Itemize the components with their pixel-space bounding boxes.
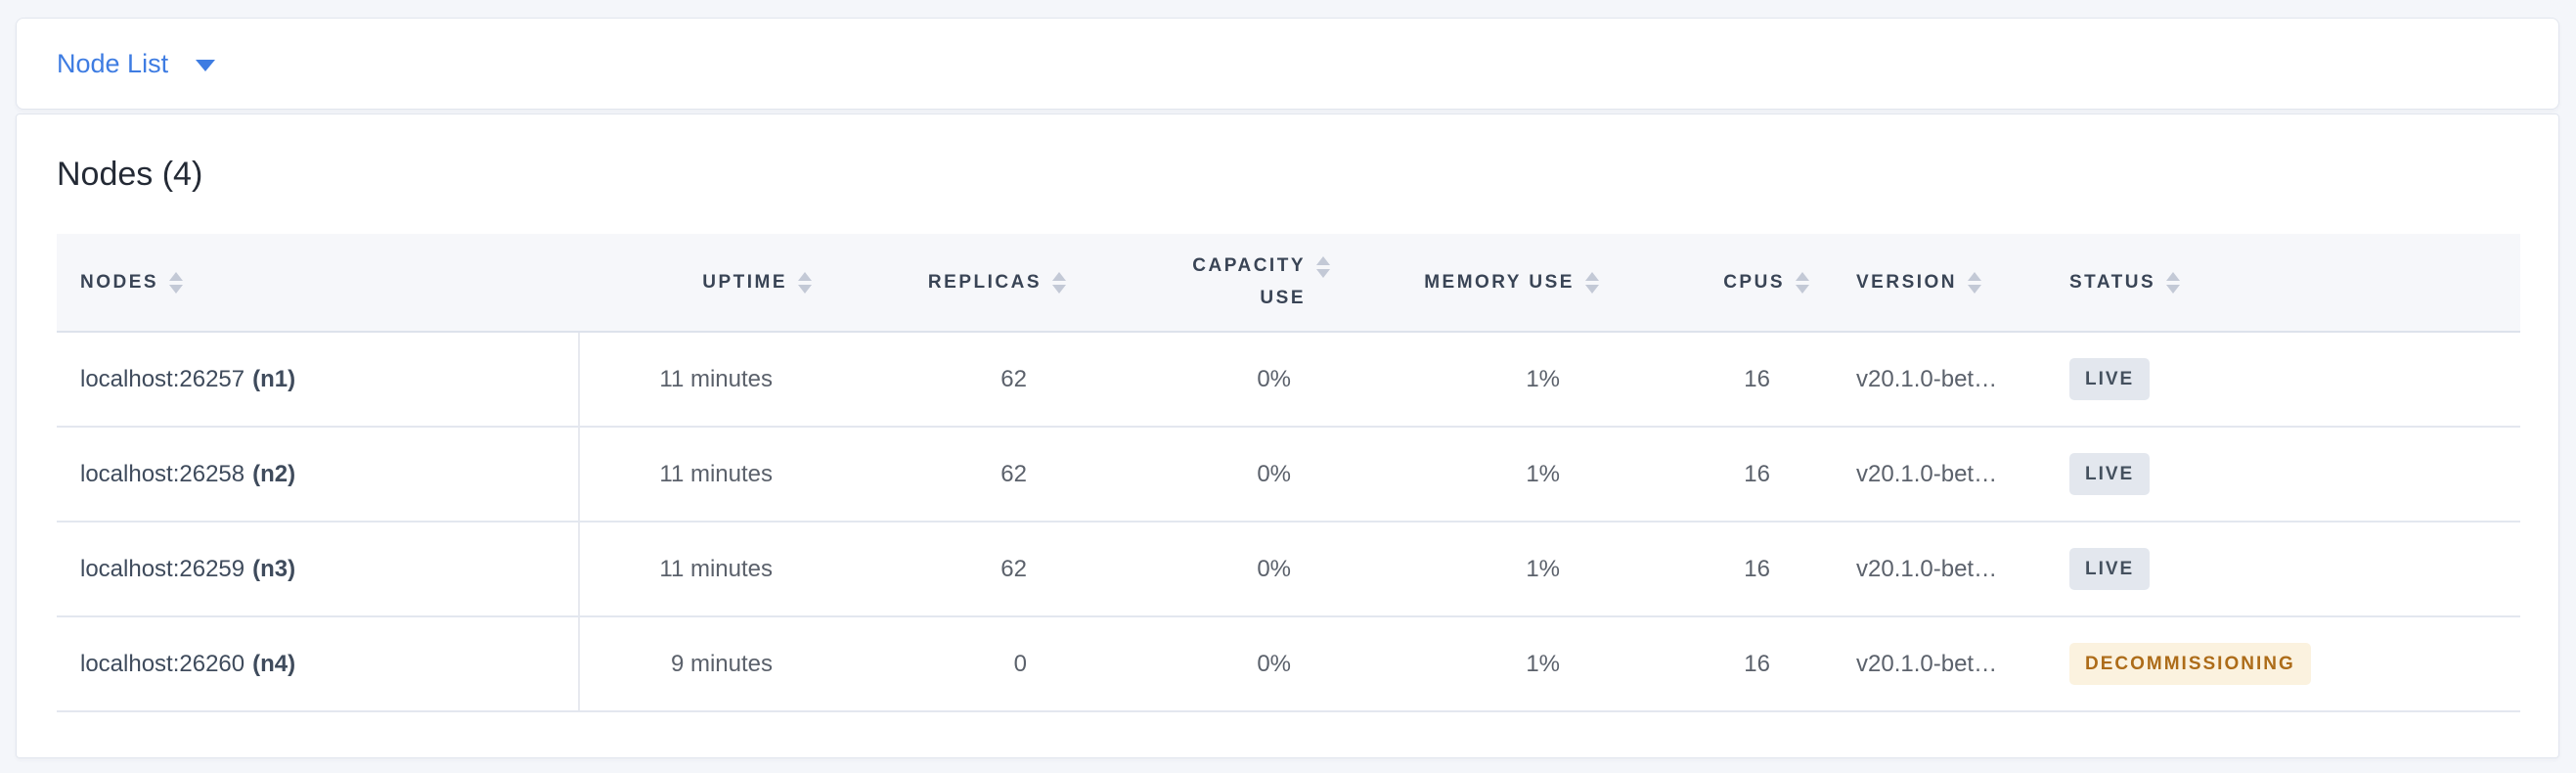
status-cell: Live bbox=[2040, 427, 2520, 523]
table-header-row: Nodes Uptime Replicas bbox=[57, 234, 2520, 333]
column-header-status[interactable]: Status bbox=[2040, 234, 2520, 333]
column-header-replicas[interactable]: Replicas bbox=[827, 234, 1082, 333]
node-address-cell: localhost:26257 (n1) bbox=[57, 332, 580, 428]
replicas-cell: 0 bbox=[827, 616, 1082, 712]
nodes-card: Nodes (4) Nodes Uptime bbox=[16, 114, 2559, 758]
cpus-cell: 16 bbox=[1615, 616, 1825, 712]
memory-use-cell: 1% bbox=[1346, 332, 1615, 428]
sort-icon[interactable] bbox=[1968, 271, 1982, 294]
uptime-cell: 11 minutes bbox=[579, 332, 827, 428]
cpus-cell: 16 bbox=[1615, 522, 1825, 617]
version-cell: v20.1.0-bet… bbox=[1825, 616, 2040, 712]
capacity-use-cell: 0% bbox=[1082, 427, 1346, 523]
status-cell: Decommissioning bbox=[2040, 616, 2520, 712]
sort-icon[interactable] bbox=[1796, 271, 1809, 294]
node-id: (n4) bbox=[252, 650, 296, 677]
version-cell: v20.1.0-bet… bbox=[1825, 522, 2040, 617]
uptime-cell: 11 minutes bbox=[579, 522, 827, 617]
view-selector-bar: Node List bbox=[16, 18, 2559, 110]
capacity-use-cell: 0% bbox=[1082, 522, 1346, 617]
node-id: (n3) bbox=[252, 555, 296, 582]
page-title: Nodes (4) bbox=[57, 156, 203, 193]
capacity-use-cell: 0% bbox=[1082, 332, 1346, 428]
column-header-uptime[interactable]: Uptime bbox=[579, 234, 827, 333]
uptime-cell: 11 minutes bbox=[579, 427, 827, 523]
version-cell: v20.1.0-bet… bbox=[1825, 332, 2040, 428]
table-row: localhost:26258 (n2) 11 minutes 62 0% 1% … bbox=[57, 427, 2520, 523]
sort-icon[interactable] bbox=[798, 271, 812, 294]
column-header-cpus[interactable]: CPUs bbox=[1615, 234, 1825, 333]
status-badge: Live bbox=[2069, 358, 2151, 400]
uptime-cell: 9 minutes bbox=[579, 616, 827, 712]
node-address-cell: localhost:26259 (n3) bbox=[57, 522, 580, 617]
sort-icon[interactable] bbox=[1585, 271, 1599, 294]
status-cell: Live bbox=[2040, 332, 2520, 428]
nodes-table: Nodes Uptime Replicas bbox=[57, 234, 2520, 712]
caret-down-icon bbox=[196, 59, 216, 71]
view-selector-dropdown[interactable]: Node List bbox=[57, 48, 216, 79]
sort-icon[interactable] bbox=[1316, 256, 1330, 279]
cpus-cell: 16 bbox=[1615, 427, 1825, 523]
table-row: localhost:26260 (n4) 9 minutes 0 0% 1% 16… bbox=[57, 616, 2520, 712]
replicas-cell: 62 bbox=[827, 427, 1082, 523]
memory-use-cell: 1% bbox=[1346, 616, 1615, 712]
column-header-version[interactable]: Version bbox=[1825, 234, 2040, 333]
status-badge: Live bbox=[2069, 453, 2151, 495]
sort-icon[interactable] bbox=[169, 271, 184, 294]
node-address-cell: localhost:26260 (n4) bbox=[57, 616, 580, 712]
status-badge: Decommissioning bbox=[2069, 643, 2311, 685]
table-row: localhost:26259 (n3) 11 minutes 62 0% 1% … bbox=[57, 522, 2520, 617]
version-cell: v20.1.0-bet… bbox=[1825, 427, 2040, 523]
sort-icon[interactable] bbox=[1052, 271, 1066, 294]
memory-use-cell: 1% bbox=[1346, 427, 1615, 523]
view-selector-label: Node List bbox=[57, 48, 169, 78]
node-id: (n2) bbox=[252, 460, 296, 487]
memory-use-cell: 1% bbox=[1346, 522, 1615, 617]
node-address-cell: localhost:26258 (n2) bbox=[57, 427, 580, 523]
replicas-cell: 62 bbox=[827, 332, 1082, 428]
sort-icon[interactable] bbox=[2166, 271, 2181, 294]
capacity-use-cell: 0% bbox=[1082, 616, 1346, 712]
column-header-capacity-use[interactable]: Capacity Use bbox=[1082, 234, 1346, 333]
cpus-cell: 16 bbox=[1615, 332, 1825, 428]
status-cell: Live bbox=[2040, 522, 2520, 617]
column-header-nodes[interactable]: Nodes bbox=[57, 234, 579, 333]
node-id: (n1) bbox=[252, 365, 296, 392]
table-row: localhost:26257 (n1) 11 minutes 62 0% 1% … bbox=[57, 332, 2520, 428]
status-badge: Live bbox=[2069, 548, 2151, 590]
column-header-memory-use[interactable]: Memory Use bbox=[1346, 234, 1615, 333]
replicas-cell: 62 bbox=[827, 522, 1082, 617]
